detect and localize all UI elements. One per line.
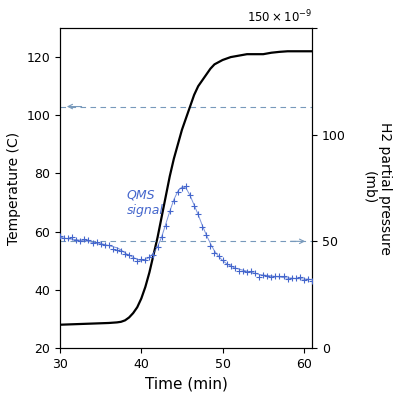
Point [292, 275, 299, 282]
Point [207, 243, 214, 249]
Point [288, 275, 295, 282]
Point [199, 224, 206, 230]
Point [57, 233, 63, 240]
Point [219, 256, 226, 263]
Point [203, 232, 210, 238]
Point [236, 268, 242, 274]
Y-axis label: H2 partial pressure
(mb): H2 partial pressure (mb) [362, 122, 392, 254]
Point [252, 270, 258, 276]
Point [183, 182, 189, 189]
Point [154, 244, 161, 250]
Point [260, 272, 266, 278]
Point [256, 274, 262, 280]
Point [150, 252, 157, 258]
Y-axis label: Temperature (C): Temperature (C) [7, 132, 21, 244]
Point [130, 255, 136, 262]
Point [244, 268, 250, 275]
Point [171, 197, 177, 204]
Point [114, 247, 120, 253]
Point [162, 222, 169, 229]
Point [69, 234, 75, 240]
Point [175, 188, 181, 195]
Point [85, 237, 92, 244]
Point [264, 273, 270, 279]
Point [224, 260, 230, 267]
Point [228, 263, 234, 269]
Point [138, 256, 144, 262]
Point [77, 237, 84, 244]
Text: $150\times10^{-9}$: $150\times10^{-9}$ [246, 8, 312, 25]
Point [191, 203, 197, 210]
Point [93, 239, 100, 246]
Point [179, 184, 185, 191]
Text: QMS
signal: QMS signal [127, 188, 164, 216]
Point [215, 253, 222, 259]
Point [61, 235, 67, 242]
Point [98, 241, 104, 247]
Point [240, 268, 246, 274]
Point [232, 265, 238, 272]
Point [268, 274, 274, 280]
Point [65, 235, 71, 241]
Point [195, 210, 201, 217]
Point [106, 242, 112, 248]
Point [89, 240, 96, 246]
Point [276, 272, 283, 279]
Point [305, 276, 311, 282]
Point [166, 208, 173, 214]
Point [102, 242, 108, 248]
Point [211, 250, 218, 256]
Point [73, 237, 80, 243]
Point [158, 234, 165, 240]
X-axis label: Time (min): Time (min) [144, 376, 228, 391]
Point [126, 252, 132, 258]
Point [118, 247, 124, 254]
Point [134, 258, 140, 264]
Point [122, 251, 128, 258]
Point [110, 246, 116, 252]
Point [248, 268, 254, 274]
Point [146, 254, 153, 260]
Point [284, 276, 291, 282]
Point [297, 274, 303, 281]
Point [309, 278, 315, 284]
Point [301, 276, 307, 283]
Point [81, 236, 88, 242]
Point [280, 273, 287, 280]
Point [142, 256, 148, 263]
Point [272, 272, 279, 279]
Point [187, 192, 193, 199]
